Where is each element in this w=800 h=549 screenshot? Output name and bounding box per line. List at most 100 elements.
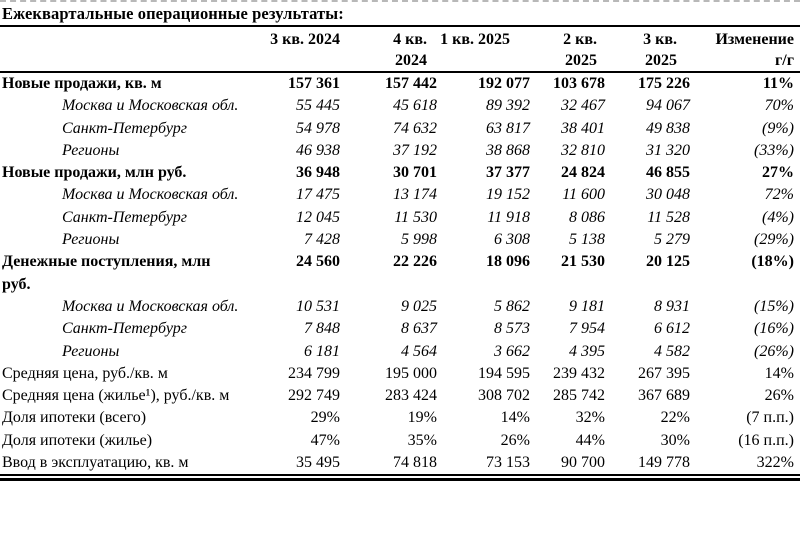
cell-value: (18%)	[751, 253, 794, 271]
cell-value: 367 689	[638, 387, 690, 405]
cell-value: 175 226	[638, 75, 690, 92]
cell-value: 47%	[310, 431, 340, 449]
row-label: Доля ипотеки (всего)	[2, 409, 147, 427]
cell-value: 7 428	[304, 231, 340, 249]
cell-value: 308 702	[478, 387, 530, 405]
row-label: Доля ипотеки (жилье)	[2, 431, 153, 449]
cell-value: 8 931	[654, 297, 690, 315]
cell-value: (26%)	[754, 342, 794, 360]
cell-value: 14%	[764, 364, 794, 382]
header-spacer	[0, 27, 240, 73]
cell-value: 38 868	[486, 141, 530, 159]
cell-value: 17 475	[296, 186, 340, 204]
cell-value: (16 п.п.)	[738, 431, 794, 449]
cell-value: 22 226	[393, 253, 437, 271]
column-header-q4-2024: 4 кв. 2024	[340, 27, 437, 73]
cell-value: 18 096	[486, 253, 530, 271]
cell-value: 19 152	[486, 186, 530, 204]
cell-value: 30 701	[393, 164, 437, 182]
cell-value: 35 495	[240, 452, 340, 477]
cell-value: 322%	[690, 452, 800, 477]
cell-value: 54 978	[296, 119, 340, 137]
table-title: Ежеквартальные операционные результаты:	[0, 2, 800, 27]
table-row: Новые продажи, кв. м 157 361 157 442 192 07…	[0, 72, 800, 95]
cell-value: 37 192	[393, 141, 437, 159]
cell-value: 21 530	[561, 253, 605, 271]
row-label: Регионы	[62, 342, 120, 360]
table-row: Новые продажи, млн руб. 36 948 30 701 37 37…	[0, 162, 800, 184]
table-row: Москва и Московская обл. 55 445 45 618 89 3…	[0, 95, 800, 117]
table-row: Регионы 46 938 37 192 38 868 32 810 31 320 (33…	[0, 140, 800, 162]
cell-value: 11%	[762, 75, 794, 92]
cell-value: 234 799	[288, 364, 340, 382]
cell-value: 292 749	[288, 387, 340, 405]
table-row: Средняя цена, руб./кв. м 234 799 195 000 19…	[0, 363, 800, 385]
cell-value: 6 181	[304, 342, 340, 360]
cell-value: 63 817	[486, 119, 530, 137]
cell-value: 267 395	[638, 364, 690, 382]
column-header-q1-2025: 1 кв. 2025	[437, 27, 530, 73]
table-row: Регионы 6 181 4 564 3 662 4 395 4 582 (26%)	[0, 341, 800, 363]
cell-value: 26%	[500, 431, 530, 449]
cell-value: 12 045	[296, 208, 340, 226]
cell-value: 27%	[762, 164, 794, 182]
cell-value: 4 395	[569, 342, 605, 360]
cell-value: (4%)	[762, 208, 794, 226]
cell-value: (7 п.п.)	[746, 409, 794, 427]
row-label: Регионы	[62, 231, 120, 249]
cell-value: 7 848	[304, 320, 340, 338]
cell-value: (33%)	[754, 141, 794, 159]
cell-value: 32%	[575, 409, 605, 427]
table-row: Москва и Московская обл. 17 475 13 174 19 1…	[0, 184, 800, 206]
table-row: Доля ипотеки (жилье) 47% 35% 26% 44% 30% (16 п…	[0, 430, 800, 452]
cell-value: 9 025	[401, 297, 437, 315]
column-header-change-yoy: Изменение г/г	[690, 27, 800, 73]
cell-value: 26%	[764, 387, 794, 405]
cell-value: 4 564	[401, 342, 437, 360]
cell-value: 89 392	[486, 97, 530, 115]
cell-value: 10 531	[296, 297, 340, 315]
table-body: Новые продажи, кв. м 157 361 157 442 192 07…	[0, 72, 800, 477]
cell-value: 9 181	[569, 297, 605, 315]
cell-value: (15%)	[754, 297, 794, 315]
cell-value: 24 824	[561, 164, 605, 182]
cell-value: 6 612	[654, 320, 690, 338]
cell-value: 36 948	[296, 164, 340, 182]
row-label: Средняя цена, руб./кв. м	[2, 364, 168, 382]
cell-value: 4 582	[654, 342, 690, 360]
cell-value: 94 067	[646, 97, 690, 115]
table-row: Санкт-Петербург 7 848 8 637 8 573 7 954 6 612…	[0, 318, 800, 340]
table-row: Ввод в эксплуатацию, кв. м 35 495 74 818 73…	[0, 452, 800, 477]
cell-value: 14%	[500, 409, 530, 427]
row-label: Регионы	[62, 141, 120, 159]
cell-value: 103 678	[553, 75, 605, 92]
cell-value: 37 377	[486, 164, 530, 182]
cell-value: 8 573	[494, 320, 530, 338]
cell-value: 32 467	[561, 97, 605, 115]
cell-value: 11 600	[562, 186, 605, 204]
cell-value: 32 810	[561, 141, 605, 159]
cell-value: 239 432	[553, 364, 605, 382]
cell-value: 73 153	[437, 452, 530, 477]
row-label: Новые продажи, млн руб.	[2, 164, 187, 182]
cell-value: 149 778	[605, 452, 690, 477]
table-row: Доля ипотеки (всего) 29% 19% 14% 32% 22% (7 п.…	[0, 407, 800, 429]
row-label: Санкт-Петербург	[62, 208, 187, 226]
cell-value: 72%	[764, 186, 794, 204]
cell-value: 195 000	[385, 364, 437, 382]
table-row: Санкт-Петербург 12 045 11 530 11 918 8 086 11…	[0, 207, 800, 229]
cell-value: (16%)	[754, 320, 794, 338]
row-label: Москва и Московская обл.	[62, 186, 239, 204]
cell-value: 74 818	[340, 452, 437, 477]
cell-value: 13 174	[393, 186, 437, 204]
cell-value: 90 700	[530, 452, 605, 477]
table-row: Денежные поступления, млн руб. 24 560 22 2…	[0, 251, 800, 296]
cell-value: 5 138	[569, 231, 605, 249]
row-label: Санкт-Петербург	[62, 320, 187, 338]
cell-value: 55 445	[296, 97, 340, 115]
column-header-q3-2025: 3 кв. 2025	[605, 27, 690, 73]
cell-value: 157 442	[385, 75, 437, 92]
row-label: Новые продажи, кв. м	[2, 75, 162, 92]
row-label: Санкт-Петербург	[62, 119, 187, 137]
